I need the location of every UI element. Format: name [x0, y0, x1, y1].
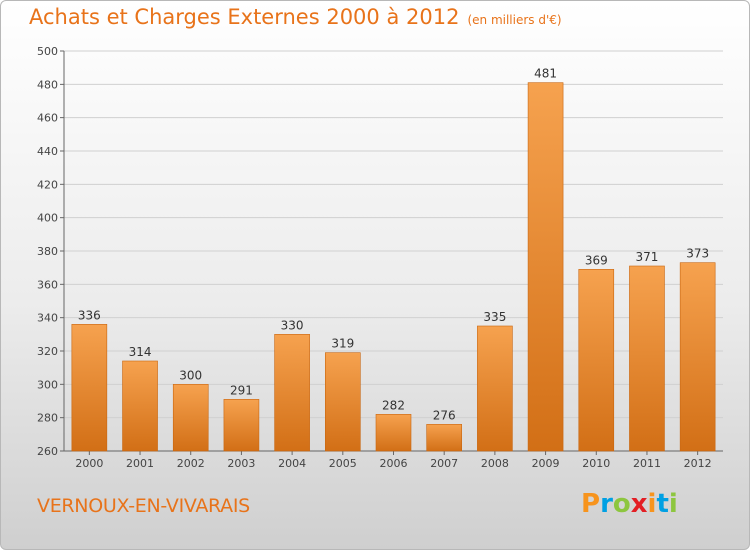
y-tick-label: 460: [37, 112, 58, 125]
x-tick-label: 2010: [582, 457, 610, 470]
y-tick-label: 380: [37, 245, 58, 258]
grid-lines: [64, 50, 723, 452]
logo-letter: r: [600, 489, 613, 519]
x-tick-label: 2002: [177, 457, 205, 470]
y-tick-label: 300: [37, 378, 58, 391]
bar: [375, 414, 412, 452]
logo-letter: x: [630, 489, 648, 519]
bar-value-label: 300: [179, 368, 202, 382]
bar-value-label: 314: [129, 345, 152, 359]
x-tick-label: 2005: [329, 457, 357, 470]
axes: [60, 50, 723, 455]
data-labels: 336 314 300 291 330 319 282 276 335 481 369 371 373: [78, 67, 709, 423]
bar-value-label: 276: [433, 408, 456, 422]
tick-labels: 260 280 300 320 340 360 380 400 420 440 460 480 500 2…: [37, 45, 712, 470]
bar-value-label: 291: [230, 383, 253, 397]
x-tick-label: 2003: [227, 457, 255, 470]
logo-letter: i: [668, 489, 678, 519]
bar: [426, 424, 462, 452]
bar: [122, 360, 158, 452]
bar-value-label: 335: [483, 310, 506, 324]
y-tick-label: 400: [37, 212, 58, 225]
y-tick-label: 260: [37, 445, 58, 458]
bar-value-label: 282: [382, 398, 405, 412]
commune-name: VERNOUX-EN-VIVARAIS: [37, 495, 250, 517]
logo-letter: P: [581, 489, 601, 519]
bar: [578, 269, 615, 452]
logo-letter: t: [656, 489, 669, 519]
y-tick-label: 480: [37, 78, 58, 91]
x-tick-label: 2004: [278, 457, 306, 470]
y-tick-label: 360: [37, 278, 58, 291]
bars: [71, 82, 716, 452]
x-tick-label: 2000: [75, 457, 103, 470]
x-tick-label: 2007: [430, 457, 458, 470]
x-tick-label: 2008: [481, 457, 509, 470]
y-tick-label: 500: [37, 45, 58, 58]
bar: [223, 399, 260, 452]
y-tick-label: 340: [37, 312, 58, 325]
x-tick-label: 2006: [380, 457, 408, 470]
x-tick-label: 2009: [532, 457, 560, 470]
title-text: Achats et Charges Externes 2000 à 2012: [29, 5, 460, 29]
x-tick-label: 2011: [633, 457, 661, 470]
x-tick-label: 2012: [684, 457, 712, 470]
bar: [679, 262, 716, 452]
bar-value-label: 330: [281, 318, 304, 332]
bar: [172, 384, 209, 452]
y-tick-label: 440: [37, 145, 58, 158]
bar-value-label: 373: [686, 247, 709, 261]
bar-value-label: 369: [585, 253, 608, 267]
y-tick-label: 320: [37, 345, 58, 358]
bar: [71, 324, 108, 452]
chart-title: Achats et Charges Externes 2000 à 2012 (e…: [29, 5, 562, 29]
logo-letter: o: [612, 489, 631, 519]
bar-value-label: 481: [534, 67, 557, 81]
x-tick-label: 2001: [126, 457, 154, 470]
y-tick-label: 420: [37, 178, 58, 191]
logo-letter: i: [647, 489, 657, 519]
y-tick-label: 280: [37, 412, 58, 425]
bar-value-label: 319: [331, 337, 354, 351]
bar: [527, 82, 564, 452]
bar: [274, 334, 310, 452]
proxiti-logo: Proxiti: [581, 489, 678, 519]
bar-value-label: 371: [636, 250, 659, 264]
title-unit: (en milliers d'€): [467, 13, 562, 27]
bar: [477, 325, 513, 452]
bar-value-label: 336: [78, 308, 101, 322]
bar: [629, 265, 665, 452]
bar: [325, 352, 361, 452]
